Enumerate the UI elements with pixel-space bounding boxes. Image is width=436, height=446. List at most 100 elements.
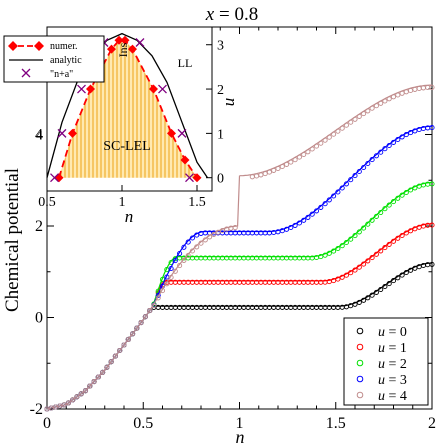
- data-point-u0: [356, 299, 362, 305]
- x-tick-label: 0.5: [133, 415, 153, 432]
- inset-phase-region: [59, 40, 197, 178]
- inset-y-tick-label: 3: [217, 39, 224, 54]
- data-point-u2: [352, 233, 358, 239]
- data-point-u4: [211, 231, 217, 237]
- data-point-u4: [425, 84, 431, 91]
- data-point-u1: [412, 226, 418, 232]
- data-point-u1: [369, 255, 375, 261]
- data-point-u2: [408, 187, 414, 193]
- data-point-u2: [331, 248, 337, 254]
- data-point-u0: [348, 303, 354, 309]
- data-point-u4: [142, 314, 148, 320]
- data-point-u2: [429, 181, 435, 187]
- data-point-u1: [395, 235, 401, 241]
- data-point-u1: [339, 274, 345, 280]
- y-tick-label: 0: [35, 310, 43, 327]
- data-point-u4: [271, 167, 277, 173]
- y-tick-label: -2: [30, 401, 43, 418]
- data-point-u4: [202, 237, 208, 243]
- inset-left-tick-label: 4: [36, 129, 43, 144]
- data-point-u3: [365, 160, 371, 167]
- data-point-u4: [78, 391, 84, 397]
- data-point-u3: [335, 189, 341, 195]
- data-point-u2: [403, 189, 409, 196]
- data-point-u0: [361, 297, 367, 303]
- data-point-u2: [348, 236, 354, 242]
- data-point-u4: [305, 149, 311, 155]
- data-point-u3: [399, 134, 405, 140]
- inset-x-tick-label: 1: [119, 195, 126, 210]
- data-point-u3: [356, 168, 362, 175]
- data-point-u1: [386, 241, 392, 247]
- title-rest: = 0.8: [214, 4, 258, 25]
- data-point-u3: [361, 164, 367, 171]
- inset-na-point: [158, 84, 167, 94]
- data-point-u3: [292, 222, 298, 228]
- data-point-u3: [181, 244, 187, 250]
- data-point-u3: [288, 224, 294, 231]
- data-point-u4: [215, 229, 221, 235]
- data-point-u4: [416, 85, 422, 92]
- data-point-u4: [87, 383, 93, 389]
- data-point-u3: [296, 220, 302, 226]
- data-point-u0: [352, 301, 358, 307]
- data-point-u4: [104, 364, 110, 370]
- data-point-u3: [339, 185, 345, 191]
- inset-legend: numer. analytic "n+a": [3, 35, 105, 83]
- inset-numer-point: [167, 128, 176, 138]
- data-point-u0: [395, 275, 401, 281]
- data-point-u4: [249, 174, 255, 180]
- data-point-u3: [352, 173, 358, 179]
- data-point-u3: [373, 153, 379, 159]
- y-tick-label: 2: [35, 218, 43, 235]
- data-point-u4: [390, 94, 397, 100]
- data-point-u3: [305, 214, 311, 220]
- data-point-u3: [390, 139, 397, 145]
- data-point-u1: [335, 276, 341, 282]
- data-point-u3: [408, 130, 414, 136]
- legend-marker-u3: [356, 375, 364, 383]
- inset-na-point: [57, 128, 67, 138]
- data-point-u1: [403, 230, 409, 236]
- data-point-u3: [313, 208, 320, 214]
- data-point-u2: [390, 199, 397, 205]
- data-point-u3: [395, 136, 401, 143]
- data-point-u1: [365, 258, 371, 264]
- inset-numer-point: [107, 44, 116, 54]
- data-point-u4: [130, 331, 136, 337]
- data-point-u3: [172, 258, 178, 264]
- data-point-u4: [254, 173, 260, 179]
- data-point-u4: [378, 100, 384, 106]
- inset-y-label: u: [219, 98, 238, 107]
- data-point-u4: [339, 125, 345, 131]
- data-point-u4: [194, 244, 200, 250]
- data-point-u4: [168, 274, 174, 280]
- data-point-u4: [412, 86, 418, 92]
- data-point-u2: [382, 206, 388, 212]
- data-point-u2: [365, 221, 371, 227]
- data-point-u4: [100, 369, 106, 375]
- inset-legend-numer-marker: [8, 41, 18, 51]
- inset-numer-point: [180, 155, 190, 165]
- data-point-u4: [266, 169, 272, 175]
- inset-numer-point: [114, 35, 124, 45]
- main-legend: u = 0u = 1u = 2u = 3u = 4: [343, 317, 429, 406]
- data-point-u4: [219, 227, 225, 234]
- data-point-u2: [399, 192, 405, 198]
- data-point-u2: [356, 229, 362, 235]
- data-point-u1: [356, 264, 362, 270]
- legend-label-u3: u = 3: [378, 373, 407, 388]
- data-point-u4: [420, 85, 426, 91]
- data-point-u2: [378, 209, 384, 216]
- inset-legend-na-marker: [21, 68, 31, 78]
- legend-marker-u0: [356, 327, 364, 335]
- data-point-u1: [390, 238, 397, 244]
- data-point-u4: [258, 172, 264, 178]
- data-point-u4: [65, 400, 71, 406]
- data-point-u1: [348, 270, 354, 276]
- data-point-u2: [386, 202, 392, 208]
- data-point-u3: [382, 146, 388, 152]
- inset-na-point: [77, 84, 86, 94]
- inset-na-point: [50, 173, 59, 183]
